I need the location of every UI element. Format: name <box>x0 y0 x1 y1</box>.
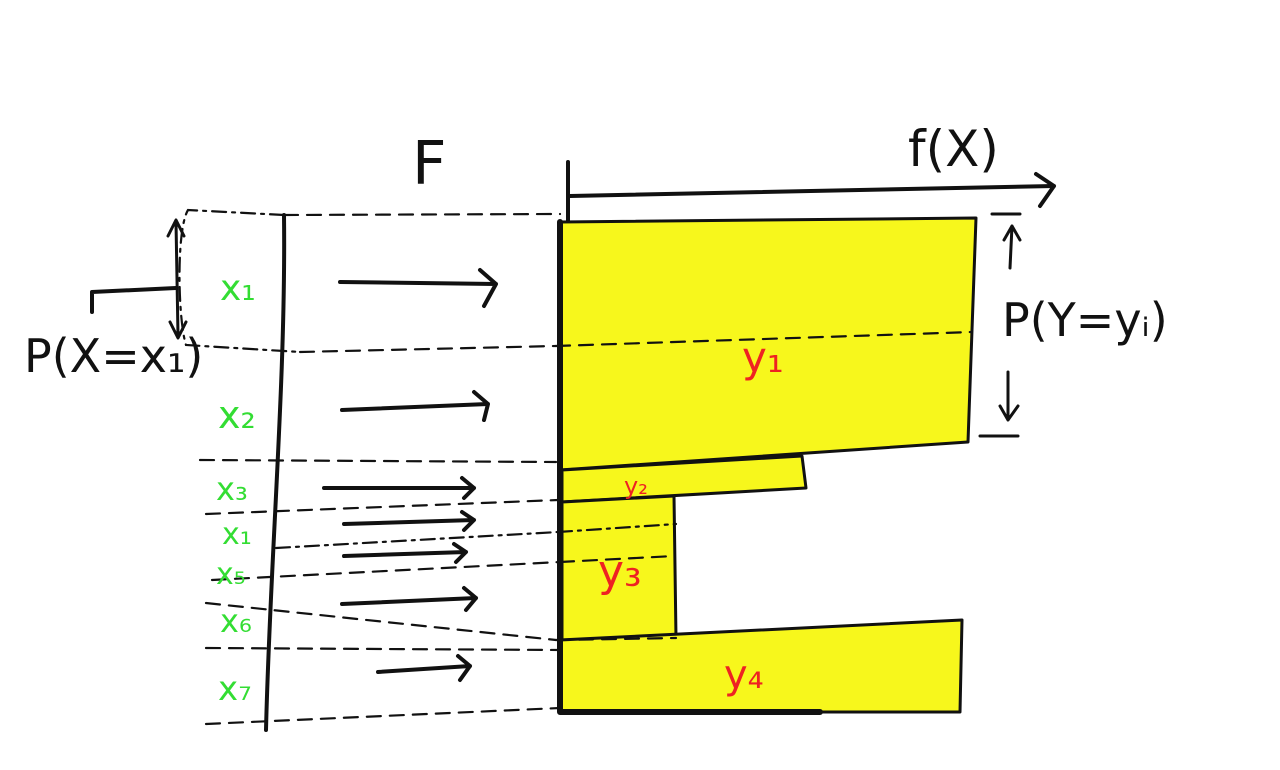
y-label-4: y₄ <box>724 652 764 698</box>
bar-y4-dashed <box>554 636 678 642</box>
px-leader-line <box>90 286 178 314</box>
y-label-1: y₁ <box>742 333 784 382</box>
dashed-line-5 <box>210 560 562 582</box>
mapping-arrow-1 <box>338 268 498 308</box>
y-label-2: y₂ <box>624 472 648 500</box>
bar-y3-dashed-2 <box>558 554 676 564</box>
function-label: F <box>412 129 447 199</box>
dashed-line-6 <box>204 601 558 642</box>
py-label: P(Y=yᵢ) <box>1002 293 1168 347</box>
dashed-line-3 <box>204 498 560 516</box>
px-bracket-arrow <box>166 218 188 340</box>
mapping-arrows <box>322 268 498 682</box>
mapping-arrow-6 <box>340 586 478 612</box>
x1-dashed-box <box>178 208 302 354</box>
x-label-6: x₆ <box>220 602 252 640</box>
px-label: P(X=x₁) <box>24 329 203 383</box>
x-label-4: x₁ <box>222 517 252 552</box>
mapping-arrow-3 <box>322 476 476 500</box>
mapping-arrow-4 <box>342 510 476 532</box>
mapping-arrow-7 <box>376 654 472 682</box>
y-label-3: y₃ <box>598 546 642 597</box>
x-domain-line <box>264 213 287 732</box>
dashed-line-2 <box>198 458 558 464</box>
bar-y1-dashed-split <box>554 330 974 348</box>
x-label-7: x₇ <box>218 669 252 709</box>
mapping-arrow-2 <box>340 390 490 422</box>
x-label-5: x₅ <box>216 557 246 592</box>
x-label-2: x₂ <box>218 393 256 437</box>
dashed-line-bottom <box>204 706 562 726</box>
dashed-line-top <box>282 212 562 217</box>
dashed-line-7 <box>204 646 562 652</box>
output-axis-arrow <box>568 172 1056 208</box>
dashed-line-4 <box>274 530 560 550</box>
bar-y3-dashed-1 <box>556 522 678 534</box>
x-label-1: x₁ <box>220 268 256 309</box>
bars-left-edge <box>557 219 823 715</box>
py-arrow-up <box>1002 224 1022 270</box>
mapping-arrow-5 <box>342 542 468 564</box>
x-label-3: x₃ <box>216 470 248 508</box>
py-arrow-down <box>998 370 1020 422</box>
dashed-line-1 <box>298 344 558 354</box>
output-axis-label: f(X) <box>908 120 999 178</box>
